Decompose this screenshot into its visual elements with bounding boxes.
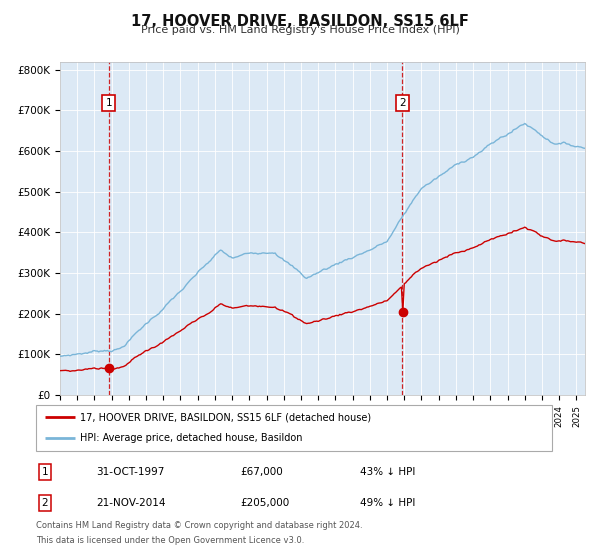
Text: 21-NOV-2014: 21-NOV-2014 <box>96 498 166 507</box>
Text: 43% ↓ HPI: 43% ↓ HPI <box>360 467 415 477</box>
Text: 17, HOOVER DRIVE, BASILDON, SS15 6LF (detached house): 17, HOOVER DRIVE, BASILDON, SS15 6LF (de… <box>80 412 371 422</box>
Text: £67,000: £67,000 <box>240 467 283 477</box>
Text: Price paid vs. HM Land Registry's House Price Index (HPI): Price paid vs. HM Land Registry's House … <box>140 25 460 35</box>
Text: 1: 1 <box>106 98 112 108</box>
Text: £205,000: £205,000 <box>240 498 289 507</box>
Text: 2: 2 <box>399 98 406 108</box>
Text: 1: 1 <box>41 467 49 477</box>
Text: HPI: Average price, detached house, Basildon: HPI: Average price, detached house, Basi… <box>80 433 302 444</box>
Text: 17, HOOVER DRIVE, BASILDON, SS15 6LF: 17, HOOVER DRIVE, BASILDON, SS15 6LF <box>131 14 469 29</box>
Text: 49% ↓ HPI: 49% ↓ HPI <box>360 498 415 507</box>
Text: 2: 2 <box>41 498 49 507</box>
Text: This data is licensed under the Open Government Licence v3.0.: This data is licensed under the Open Gov… <box>36 536 304 545</box>
Text: 31-OCT-1997: 31-OCT-1997 <box>96 467 164 477</box>
FancyBboxPatch shape <box>36 405 552 451</box>
Text: Contains HM Land Registry data © Crown copyright and database right 2024.: Contains HM Land Registry data © Crown c… <box>36 521 362 530</box>
